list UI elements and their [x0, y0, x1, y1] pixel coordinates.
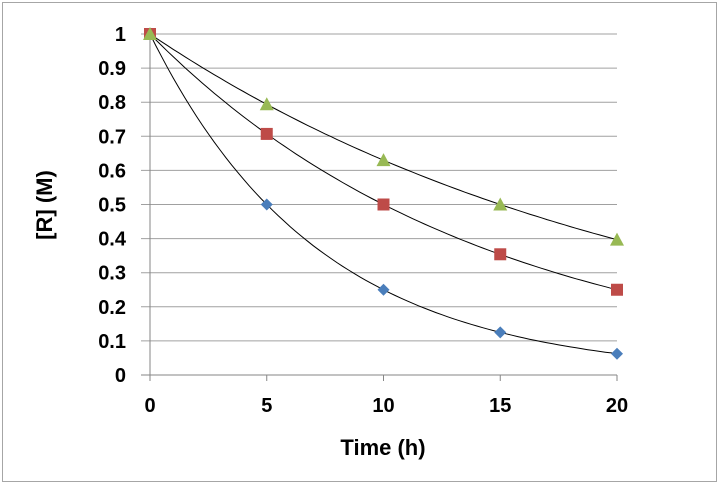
data-point-square — [611, 283, 623, 296]
data-point-diamond — [611, 347, 623, 360]
y-tick-label: 0.5 — [98, 195, 126, 217]
x-tick-label: 10 — [372, 395, 394, 417]
x-tick-label: 5 — [261, 395, 272, 417]
data-point-square — [494, 248, 507, 261]
data-point-triangle — [376, 153, 391, 167]
y-tick-label: 0.4 — [98, 229, 127, 251]
y-tick-label: 0.6 — [98, 160, 126, 182]
data-point-square — [377, 198, 390, 211]
data-point-diamond — [377, 283, 390, 296]
y-tick-label: 0.8 — [98, 92, 126, 114]
data-point-diamond — [494, 326, 507, 339]
chart-frame — [2, 2, 717, 482]
data-point-diamond — [260, 198, 273, 211]
data-point-triangle — [493, 197, 508, 211]
tick-labels: 00.10.20.30.40.50.60.70.80.910 5 10 15 20 — [98, 24, 628, 417]
y-tick-label: 0.2 — [98, 297, 126, 319]
trendlines — [149, 33, 618, 355]
data-point-square — [260, 127, 273, 140]
y-tick-label: 0 — [115, 365, 126, 387]
data-point-triangle — [143, 27, 157, 40]
x-axis-label: Time (h) — [340, 435, 425, 460]
x-tick-label: 15 — [489, 395, 511, 417]
y-axis-label: [R] (M) — [32, 170, 57, 240]
data-point-triangle — [610, 232, 624, 246]
y-tick-label: 0.1 — [98, 331, 126, 353]
y-tick-label: 1 — [115, 24, 126, 46]
y-tick-label: 0.9 — [98, 58, 126, 80]
data-point-triangle — [259, 97, 274, 111]
trendline-diamond — [149, 33, 618, 355]
y-tick-label: 0.7 — [98, 126, 126, 148]
gridlines — [141, 33, 618, 381]
data-points — [143, 27, 624, 360]
y-tick-label: 0.3 — [98, 263, 126, 285]
x-tick-label: 0 — [144, 395, 155, 417]
x-tick-label: 20 — [606, 395, 628, 417]
